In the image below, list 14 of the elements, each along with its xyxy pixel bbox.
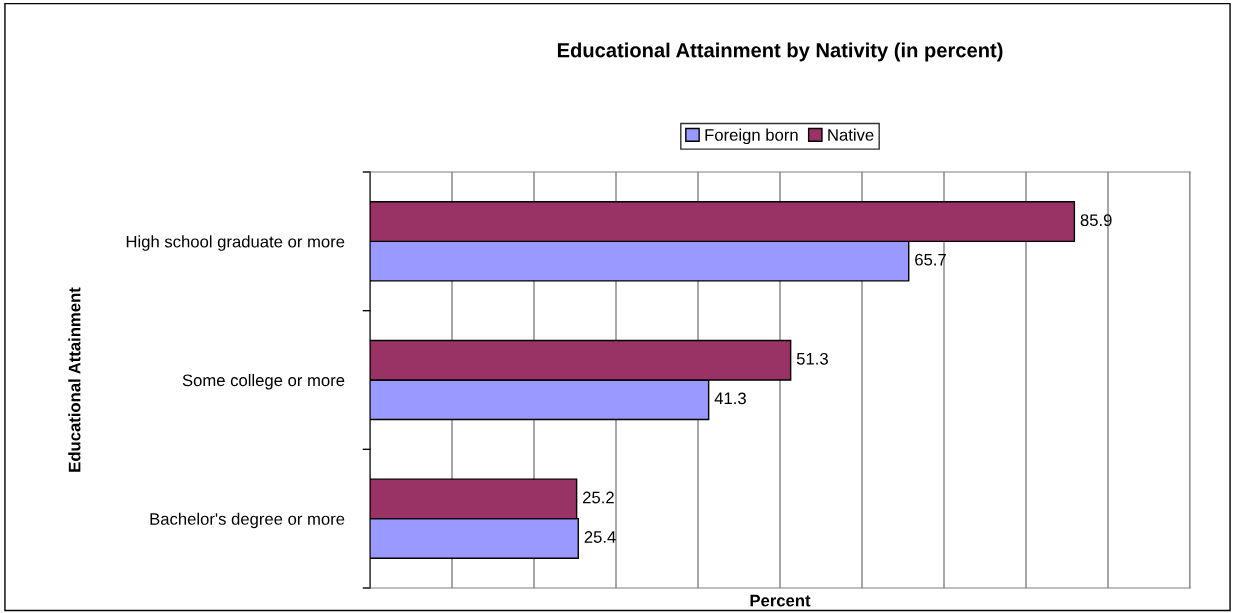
data-label: 25.4 (584, 531, 616, 543)
data-label: 41.3 (714, 392, 746, 405)
legend-label: Foreign born (705, 128, 798, 145)
y-tick-label: Bachelor's degree or more (150, 512, 345, 529)
data-label: 25.2 (583, 491, 614, 504)
y-tick-label: High school graduate or more (126, 235, 345, 251)
x-axis-title: Percent (750, 594, 811, 607)
data-label: 65.7 (915, 253, 946, 266)
data-label: 85.9 (1080, 214, 1112, 227)
chart-title: Educational Attainment by Nativity (in percent) (557, 42, 1003, 62)
legend-label: Native (828, 128, 874, 141)
data-label: 51.3 (796, 352, 828, 365)
y-axis-title: Educational Attainment (68, 287, 81, 472)
y-tick-label: Some college or more (182, 373, 345, 390)
